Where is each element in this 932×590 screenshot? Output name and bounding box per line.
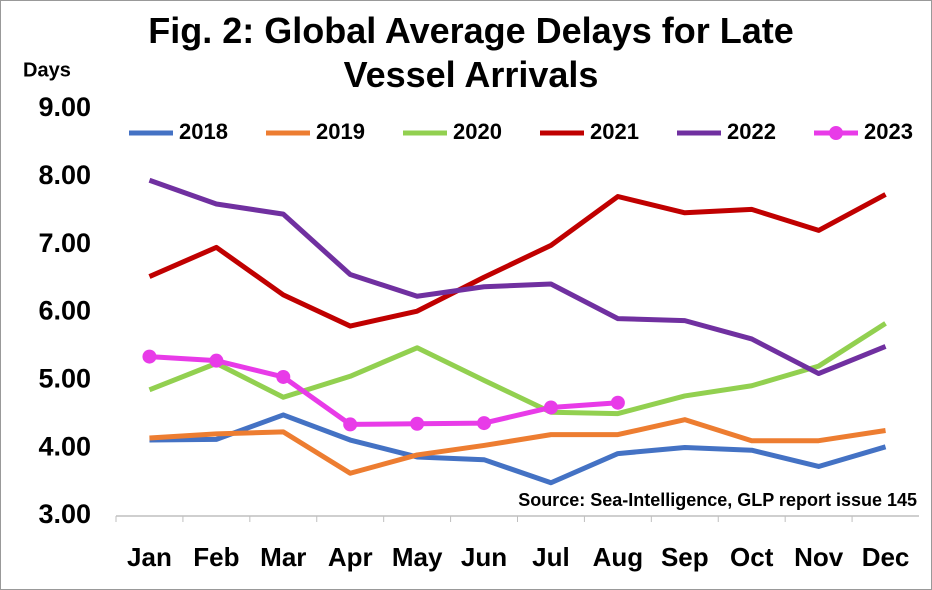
- x-tick-label: Feb: [193, 542, 239, 572]
- series-line: [148, 177, 887, 377]
- x-tick-label: Apr: [328, 542, 373, 572]
- legend-label: 2020: [453, 119, 502, 144]
- x-tick-label: Dec: [862, 542, 910, 572]
- point: [610, 395, 625, 410]
- point: [276, 369, 291, 384]
- legend-label: 2022: [727, 119, 776, 144]
- legend-label: 2023: [864, 119, 913, 144]
- point: [410, 416, 425, 431]
- legend-marker: [829, 126, 843, 140]
- source-note: Source: Sea-Intelligence, GLP report iss…: [518, 490, 917, 510]
- y-tick-label: 4.00: [38, 431, 91, 461]
- y-axis-label: Days: [23, 59, 71, 81]
- y-tick-label: 6.00: [38, 296, 91, 326]
- x-tick-label: Jul: [532, 542, 570, 572]
- point: [543, 400, 558, 415]
- y-tick-label: 8.00: [38, 160, 91, 190]
- series-line: [148, 192, 887, 329]
- chart-title: Fig. 2: Global Average Delays for Late V…: [148, 10, 794, 95]
- series-line: [149, 417, 886, 476]
- y-tick-label: 7.00: [38, 228, 91, 258]
- point: [142, 349, 157, 364]
- legend-label: 2019: [316, 119, 365, 144]
- x-tick-label: May: [392, 542, 443, 572]
- y-tick-label: 5.00: [38, 363, 91, 393]
- point: [343, 417, 358, 432]
- series-line: [148, 321, 887, 417]
- x-tick-label: Jan: [127, 542, 172, 572]
- series-line: [149, 412, 887, 486]
- y-tick-label: 9.00: [38, 92, 91, 122]
- legend-label: 2018: [179, 119, 228, 144]
- series-line: [149, 354, 619, 427]
- legend-label: 2021: [590, 119, 639, 144]
- point: [477, 416, 492, 431]
- y-tick-label: 3.00: [38, 499, 91, 529]
- x-tick-label: Mar: [260, 542, 306, 572]
- x-tick-label: Sep: [661, 542, 709, 572]
- x-tick-label: Oct: [730, 542, 774, 572]
- x-tick-label: Nov: [794, 542, 844, 572]
- x-tick-label: Aug: [593, 542, 644, 572]
- x-tick-label: Jun: [461, 542, 507, 572]
- point: [209, 353, 224, 368]
